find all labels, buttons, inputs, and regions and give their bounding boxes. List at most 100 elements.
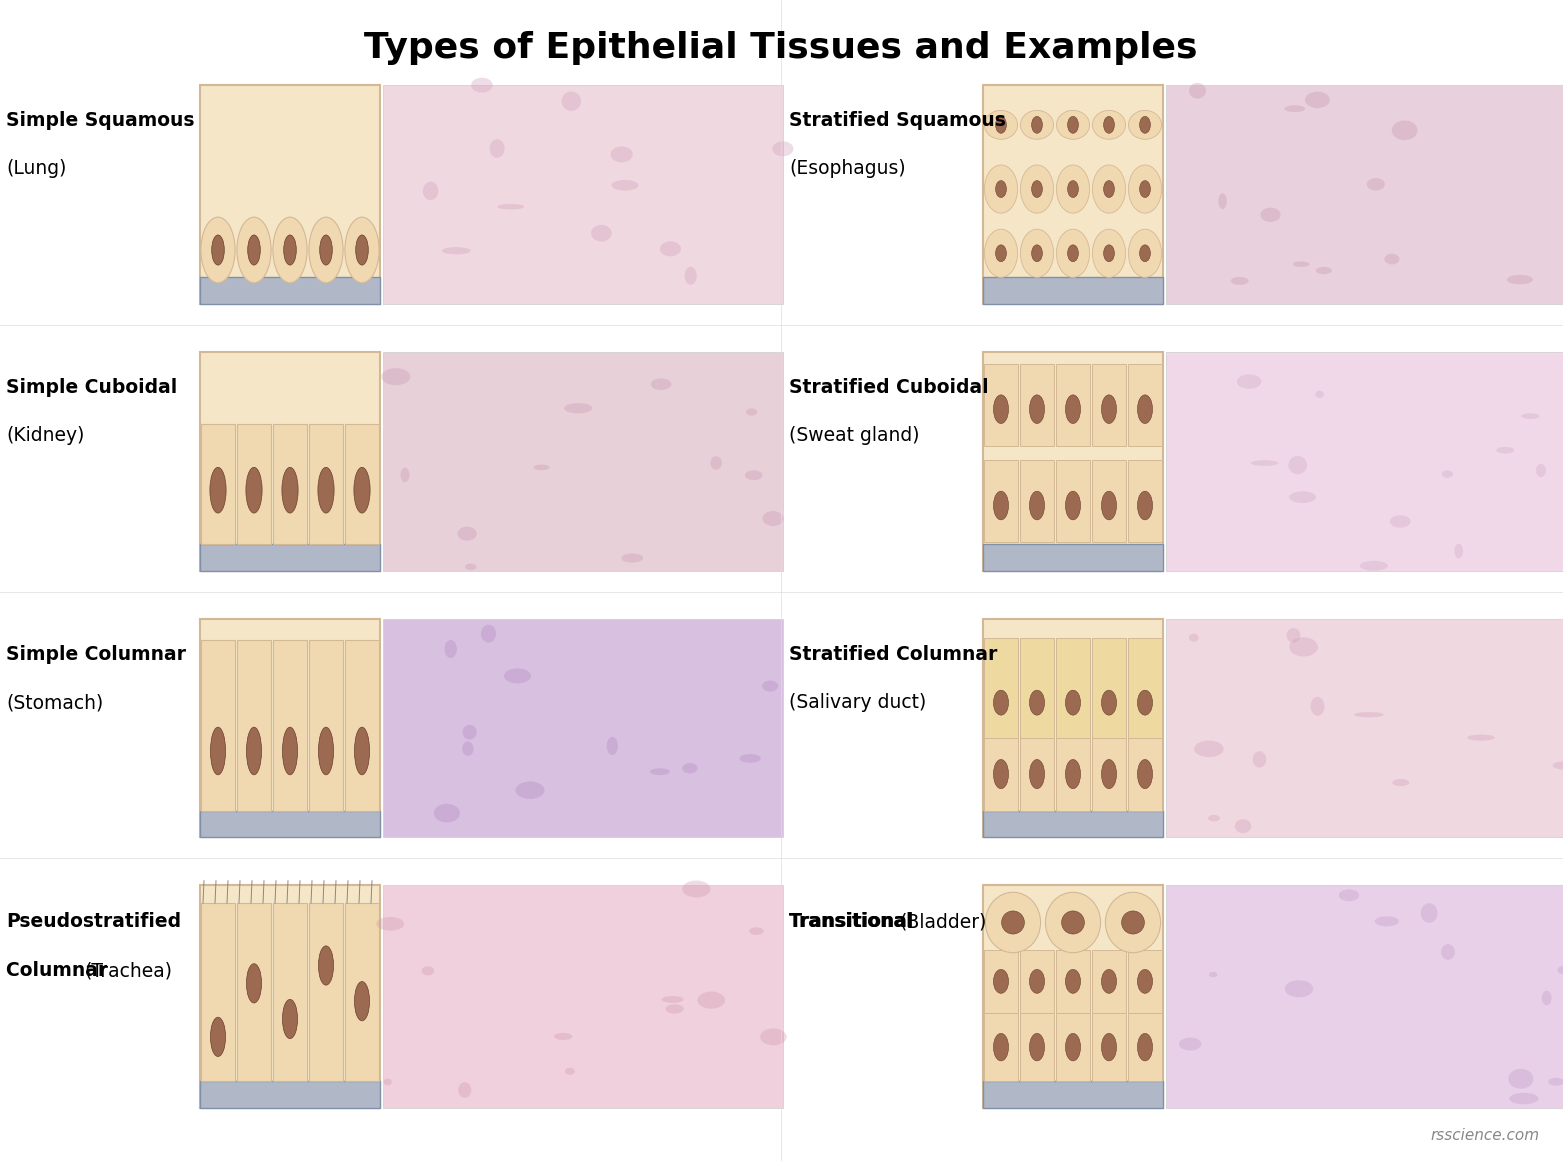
Ellipse shape xyxy=(994,1033,1008,1061)
Ellipse shape xyxy=(274,217,306,283)
Ellipse shape xyxy=(1021,229,1053,277)
Ellipse shape xyxy=(211,235,225,265)
FancyBboxPatch shape xyxy=(985,461,1018,542)
Ellipse shape xyxy=(1138,969,1152,994)
Ellipse shape xyxy=(1496,447,1515,454)
Ellipse shape xyxy=(1552,762,1563,770)
Ellipse shape xyxy=(1103,116,1114,134)
Ellipse shape xyxy=(994,969,1008,994)
Ellipse shape xyxy=(1285,106,1305,113)
Ellipse shape xyxy=(1128,110,1161,139)
Ellipse shape xyxy=(211,727,225,774)
FancyBboxPatch shape xyxy=(1166,352,1563,571)
FancyBboxPatch shape xyxy=(983,352,1163,571)
Ellipse shape xyxy=(1030,395,1044,424)
Ellipse shape xyxy=(247,964,261,1003)
FancyBboxPatch shape xyxy=(1021,461,1053,542)
Ellipse shape xyxy=(763,511,783,526)
Ellipse shape xyxy=(319,946,333,986)
FancyBboxPatch shape xyxy=(1093,365,1125,446)
Ellipse shape xyxy=(650,378,672,390)
Ellipse shape xyxy=(1066,395,1080,424)
Ellipse shape xyxy=(309,217,344,283)
Text: (Stomach): (Stomach) xyxy=(6,693,103,712)
Ellipse shape xyxy=(377,917,405,931)
Ellipse shape xyxy=(681,763,697,773)
Ellipse shape xyxy=(435,803,460,822)
Ellipse shape xyxy=(1289,491,1316,503)
Ellipse shape xyxy=(383,1079,392,1086)
Text: (Sweat gland): (Sweat gland) xyxy=(789,426,919,446)
Ellipse shape xyxy=(1252,751,1266,767)
Text: rsscience.com: rsscience.com xyxy=(1430,1128,1540,1142)
Ellipse shape xyxy=(1093,110,1125,139)
FancyBboxPatch shape xyxy=(1057,637,1089,737)
Ellipse shape xyxy=(1339,889,1360,901)
Ellipse shape xyxy=(1288,456,1307,475)
Ellipse shape xyxy=(763,680,778,692)
Ellipse shape xyxy=(650,769,671,776)
Text: (Kidney): (Kidney) xyxy=(6,426,84,446)
FancyBboxPatch shape xyxy=(1128,950,1161,1012)
Ellipse shape xyxy=(711,456,722,470)
FancyBboxPatch shape xyxy=(983,885,1163,1109)
FancyBboxPatch shape xyxy=(1128,461,1161,542)
Ellipse shape xyxy=(1508,1069,1533,1089)
Ellipse shape xyxy=(985,165,1018,214)
Ellipse shape xyxy=(1208,972,1218,978)
Ellipse shape xyxy=(211,1017,225,1057)
Ellipse shape xyxy=(381,368,411,385)
Ellipse shape xyxy=(1421,903,1438,923)
Ellipse shape xyxy=(1454,543,1463,558)
FancyBboxPatch shape xyxy=(985,1012,1018,1082)
Ellipse shape xyxy=(1068,181,1078,197)
Ellipse shape xyxy=(516,781,544,799)
Text: Stratified Columnar: Stratified Columnar xyxy=(789,646,997,664)
FancyBboxPatch shape xyxy=(1021,637,1053,737)
Text: (Salivary duct): (Salivary duct) xyxy=(789,693,927,712)
Ellipse shape xyxy=(994,759,1008,788)
Ellipse shape xyxy=(458,527,477,541)
Ellipse shape xyxy=(1354,712,1383,717)
FancyBboxPatch shape xyxy=(985,950,1018,1012)
Ellipse shape xyxy=(1021,110,1053,139)
Ellipse shape xyxy=(1507,275,1533,284)
Ellipse shape xyxy=(1066,690,1080,715)
FancyBboxPatch shape xyxy=(345,424,378,545)
Text: Transitional: Transitional xyxy=(789,913,913,931)
Ellipse shape xyxy=(247,727,261,774)
Ellipse shape xyxy=(1441,944,1455,960)
FancyBboxPatch shape xyxy=(274,903,306,1082)
FancyBboxPatch shape xyxy=(1057,950,1089,1012)
Ellipse shape xyxy=(622,554,642,563)
Ellipse shape xyxy=(994,690,1008,715)
Ellipse shape xyxy=(202,217,234,283)
Ellipse shape xyxy=(503,669,531,684)
Ellipse shape xyxy=(1103,245,1114,261)
Ellipse shape xyxy=(1066,1033,1080,1061)
FancyBboxPatch shape xyxy=(1021,1012,1053,1082)
Ellipse shape xyxy=(1366,178,1385,190)
Text: Stratified Squamous: Stratified Squamous xyxy=(789,111,1007,130)
Ellipse shape xyxy=(422,181,438,200)
FancyBboxPatch shape xyxy=(238,641,270,810)
Ellipse shape xyxy=(1260,208,1280,222)
Ellipse shape xyxy=(1235,819,1252,834)
FancyBboxPatch shape xyxy=(1057,461,1089,542)
Ellipse shape xyxy=(481,625,495,642)
Ellipse shape xyxy=(355,981,369,1021)
Ellipse shape xyxy=(1541,990,1552,1005)
Ellipse shape xyxy=(1230,277,1249,284)
FancyBboxPatch shape xyxy=(985,737,1018,810)
FancyBboxPatch shape xyxy=(1021,365,1053,446)
FancyBboxPatch shape xyxy=(345,903,378,1082)
Ellipse shape xyxy=(1385,254,1399,265)
Ellipse shape xyxy=(1374,916,1399,926)
Ellipse shape xyxy=(1360,561,1388,571)
Ellipse shape xyxy=(1194,741,1224,757)
Ellipse shape xyxy=(283,727,297,774)
Ellipse shape xyxy=(238,217,270,283)
FancyBboxPatch shape xyxy=(200,810,380,837)
Ellipse shape xyxy=(1128,229,1161,277)
Ellipse shape xyxy=(666,1004,683,1014)
